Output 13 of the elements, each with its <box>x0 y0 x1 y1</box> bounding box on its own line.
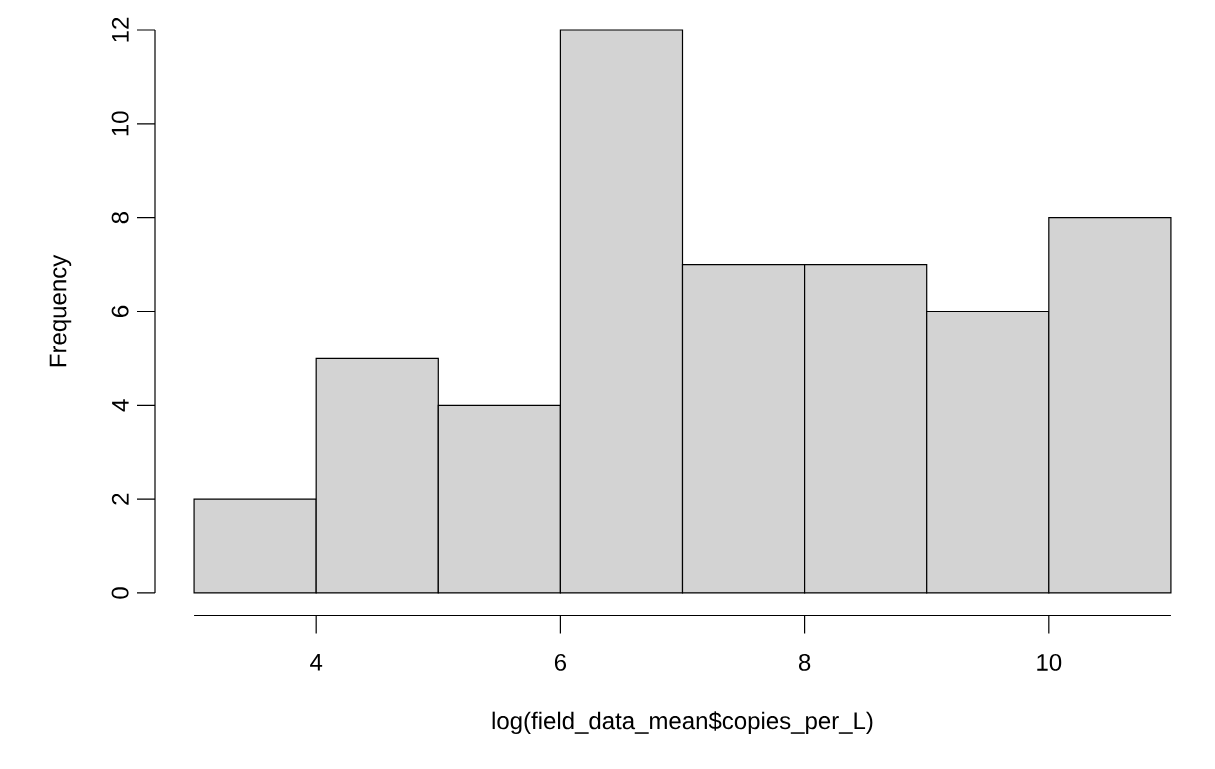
y-tick-label: 2 <box>111 493 129 505</box>
x-tick-label: 8 <box>798 653 811 671</box>
x-tick-label: 4 <box>310 653 323 671</box>
y-tick-label: 6 <box>111 305 129 317</box>
x-tick-label: 10 <box>1037 653 1062 671</box>
y-tick-label: 0 <box>111 587 129 599</box>
x-tick-label: 6 <box>554 653 567 671</box>
y-tick-label: 10 <box>111 111 129 136</box>
x-axis-title: log(field_data_mean$copies_per_L) <box>492 711 873 735</box>
y-tick-label: 12 <box>111 17 129 42</box>
y-axis-title: Frequency <box>49 254 72 367</box>
y-tick-label: 4 <box>112 399 129 412</box>
y-tick-label: 8 <box>111 212 129 224</box>
